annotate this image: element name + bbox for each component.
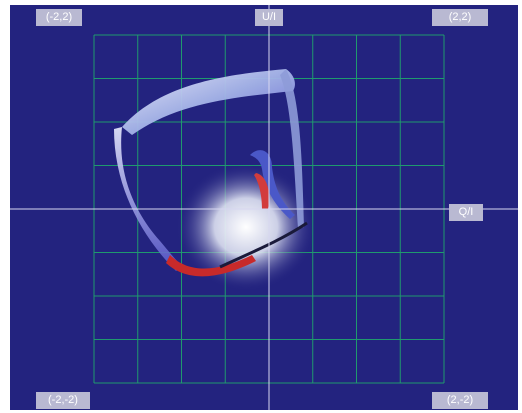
axis-label-u-over-i: U/I (255, 9, 283, 26)
axis-label-q-over-i: Q/I (449, 204, 483, 221)
corner-label-bottom-left: (-2,-2) (36, 392, 90, 409)
trajectory-inner-blue (250, 150, 295, 219)
stokes-plot[interactable] (10, 5, 518, 410)
trajectory-dark-tail (219, 221, 308, 269)
polarization-3d-viewer[interactable]: (-2,2) (2,2) (-2,-2) (2,-2) U/I Q/I (10, 5, 518, 410)
central-glow (176, 163, 316, 291)
trajectory-red-segment (166, 255, 256, 277)
corner-label-top-left: (-2,2) (36, 9, 82, 26)
corner-label-top-right: (2,2) (432, 9, 488, 26)
trajectory-inner-red (254, 173, 270, 209)
trajectory-ribbon-top (122, 69, 295, 135)
corner-label-bottom-right: (2,-2) (432, 392, 488, 409)
trajectory-ribbon-right (280, 69, 304, 229)
trajectory-ribbon-left (114, 127, 184, 271)
